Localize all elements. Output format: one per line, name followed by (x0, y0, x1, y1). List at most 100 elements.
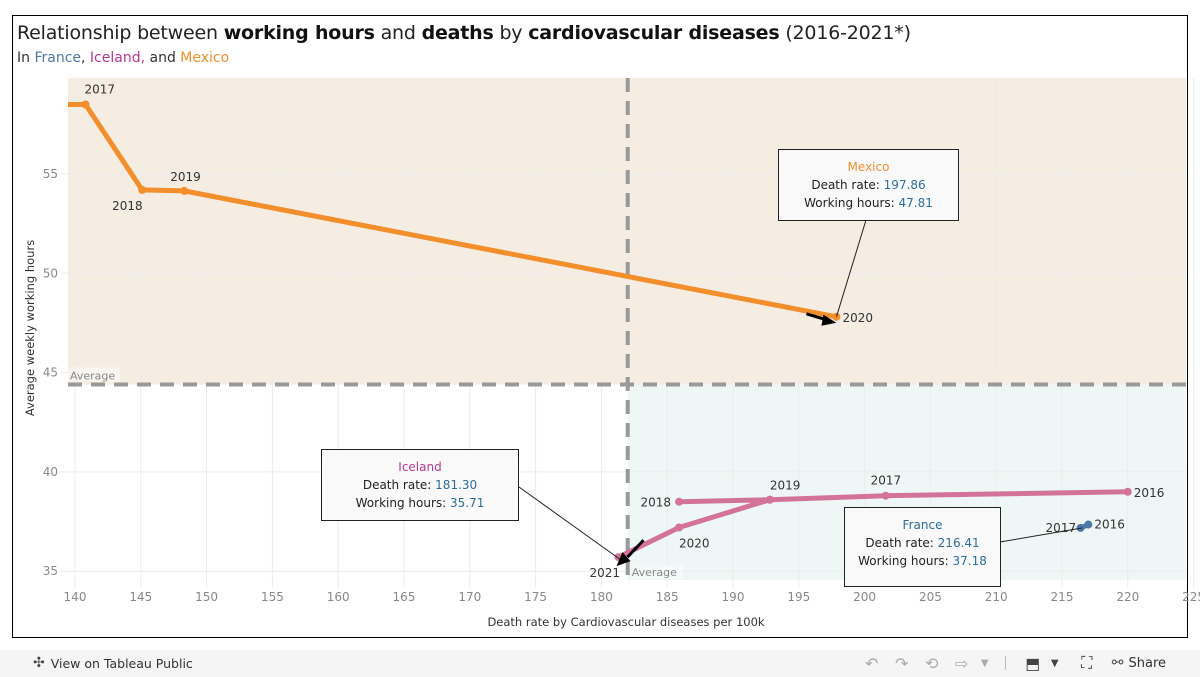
annotation-death-rate: 197.86 (883, 178, 926, 192)
y-tick-label: 55 (43, 167, 58, 181)
y-tick-label: 35 (43, 564, 58, 578)
iceland-annotation: Iceland Death rate: 181.30 Working hours… (321, 449, 519, 521)
annotation-death-rate: 181.30 (435, 478, 478, 492)
subtitle-comma: , (81, 50, 90, 66)
point-label-2021: 2021 (590, 566, 621, 580)
x-tick-label: 185 (656, 590, 679, 604)
average-label-bg (68, 367, 120, 382)
subtitle-france: France (34, 50, 82, 66)
france-point-2016 (1084, 520, 1093, 529)
chevron-down-icon[interactable]: ▼ (980, 657, 989, 669)
x-tick-label: 190 (722, 590, 745, 604)
mexico-arrow-head (821, 314, 837, 326)
iceland-point-2019 (765, 495, 774, 504)
mexico-point-2018 (138, 185, 147, 194)
x-tick-label: 175 (524, 590, 547, 604)
mexico-annotation: Mexico Death rate: 197.86 Working hours:… (778, 149, 959, 221)
iceland-leader-line (518, 486, 623, 562)
tableau-logo-icon: ✣ (33, 655, 45, 671)
point-label-2017: 2017 (1046, 521, 1077, 535)
y-tick-label: 40 (43, 465, 58, 479)
annotation-hours: 37.18 (952, 554, 987, 568)
title-emphasis-deaths: deaths (421, 22, 494, 44)
x-tick-label: 165 (393, 590, 416, 604)
title-text: Relationship between (17, 22, 224, 44)
x-tick-label: 225 (1182, 590, 1200, 604)
scatter-line-chart: 140 145 150 155 160 165 170 175 180 185 190 195 200 2… (23, 78, 1200, 629)
chart-subtitle: In France, Iceland, and Mexico (17, 50, 229, 66)
annotation-label: Death rate: (811, 178, 884, 192)
share-label: Share (1128, 655, 1166, 671)
fullscreen-icon[interactable]: ⛶ (1081, 653, 1093, 672)
annotation-label: Working hours: (804, 196, 899, 210)
subtitle-mexico: Mexico (180, 50, 230, 66)
title-emphasis-working-hours: working hours (223, 22, 375, 44)
france-leader-line (999, 527, 1083, 543)
annotation-label: Working hours: (355, 496, 450, 510)
point-label-2019: 2019 (170, 170, 201, 184)
annotation-country: Iceland (398, 460, 442, 474)
point-label-2016: 2016 (1094, 518, 1125, 532)
undo-icon[interactable]: ↶ (865, 653, 879, 673)
download-icon[interactable]: ⬒ (1025, 653, 1041, 673)
iceland-point-2017 (881, 491, 890, 500)
iceland-point-2018 (675, 497, 684, 506)
chevron-down-icon[interactable]: ▼ (1050, 657, 1059, 669)
x-tick-label: 155 (261, 590, 284, 604)
y-axis-title: Average weekly working hours (23, 240, 37, 416)
x-axis-title: Death rate by Cardiovascular diseases pe… (487, 615, 764, 629)
title-text: by (493, 22, 529, 44)
x-tick-label: 145 (129, 590, 152, 604)
point-label-2019: 2019 (770, 479, 801, 493)
y-tick-label: 50 (43, 266, 58, 280)
x-tick-label: 210 (985, 590, 1008, 604)
share-icon: ⚯ (1111, 655, 1124, 671)
subtitle-iceland: Iceland, (89, 50, 146, 66)
title-text: and (374, 22, 422, 44)
point-label-2018: 2018 (112, 199, 143, 213)
x-tick-label: 195 (787, 590, 810, 604)
annotation-label: Death rate: (362, 478, 436, 492)
annotation-hours: 47.81 (898, 196, 933, 210)
mexico-leader-line (835, 219, 867, 317)
x-tick-label: 200 (853, 590, 876, 604)
title-text: (2016-2021*) (779, 22, 911, 44)
average-hours-label: Average (70, 370, 115, 383)
subtitle-prefix: In (17, 50, 35, 66)
x-tick-label: 205 (919, 590, 942, 604)
toolbar-divider (1004, 656, 1006, 670)
point-label-2018: 2018 (640, 496, 671, 510)
tableau-toolbar: ✣ View on Tableau Public ↶ ↷ ⟲ ⇨ ▼ ⬒ ▼ ⛶… (0, 650, 1200, 677)
x-tick-label: 180 (590, 590, 613, 604)
iceland-arrow-shaft (626, 539, 645, 559)
subtitle-and: and (145, 50, 181, 66)
point-label-2016: 2016 (1134, 486, 1165, 500)
france-annotation: France Death rate: 216.41 Working hours:… (844, 507, 1001, 587)
title-emphasis-cardiovascular: cardiovascular diseases (528, 22, 780, 44)
x-tick-label: 220 (1116, 590, 1139, 604)
point-label-2017: 2017 (85, 82, 116, 96)
annotation-label: Death rate: (865, 536, 938, 550)
annotation-death-rate: 216.41 (937, 536, 980, 550)
y-tick-label: 45 (43, 366, 58, 380)
revert-icon[interactable]: ⟲ (925, 653, 939, 673)
average-label-bg (630, 565, 683, 579)
x-tick-label: 170 (458, 590, 481, 604)
share-button[interactable]: ⚯ Share (1112, 655, 1166, 671)
average-death-label: Average (632, 566, 677, 579)
x-tick-label: 140 (64, 590, 87, 604)
iceland-arrow-head (616, 552, 631, 567)
view-on-tableau-link[interactable]: ✣ View on Tableau Public (33, 655, 193, 671)
point-label-2020: 2020 (679, 537, 710, 551)
x-tick-label: 160 (327, 590, 350, 604)
point-label-2017: 2017 (871, 474, 902, 488)
refresh-icon[interactable]: ⇨ (955, 653, 969, 673)
redo-icon[interactable]: ↷ (895, 653, 909, 673)
x-tick-label: 150 (195, 590, 218, 604)
annotation-label: Working hours: (858, 554, 953, 568)
mexico-point-2017 (81, 100, 90, 109)
iceland-point-2016 (1123, 487, 1132, 496)
annotation-country: France (902, 518, 943, 532)
iceland-point-2020 (675, 523, 684, 532)
tableau-link-label: View on Tableau Public (50, 655, 193, 671)
